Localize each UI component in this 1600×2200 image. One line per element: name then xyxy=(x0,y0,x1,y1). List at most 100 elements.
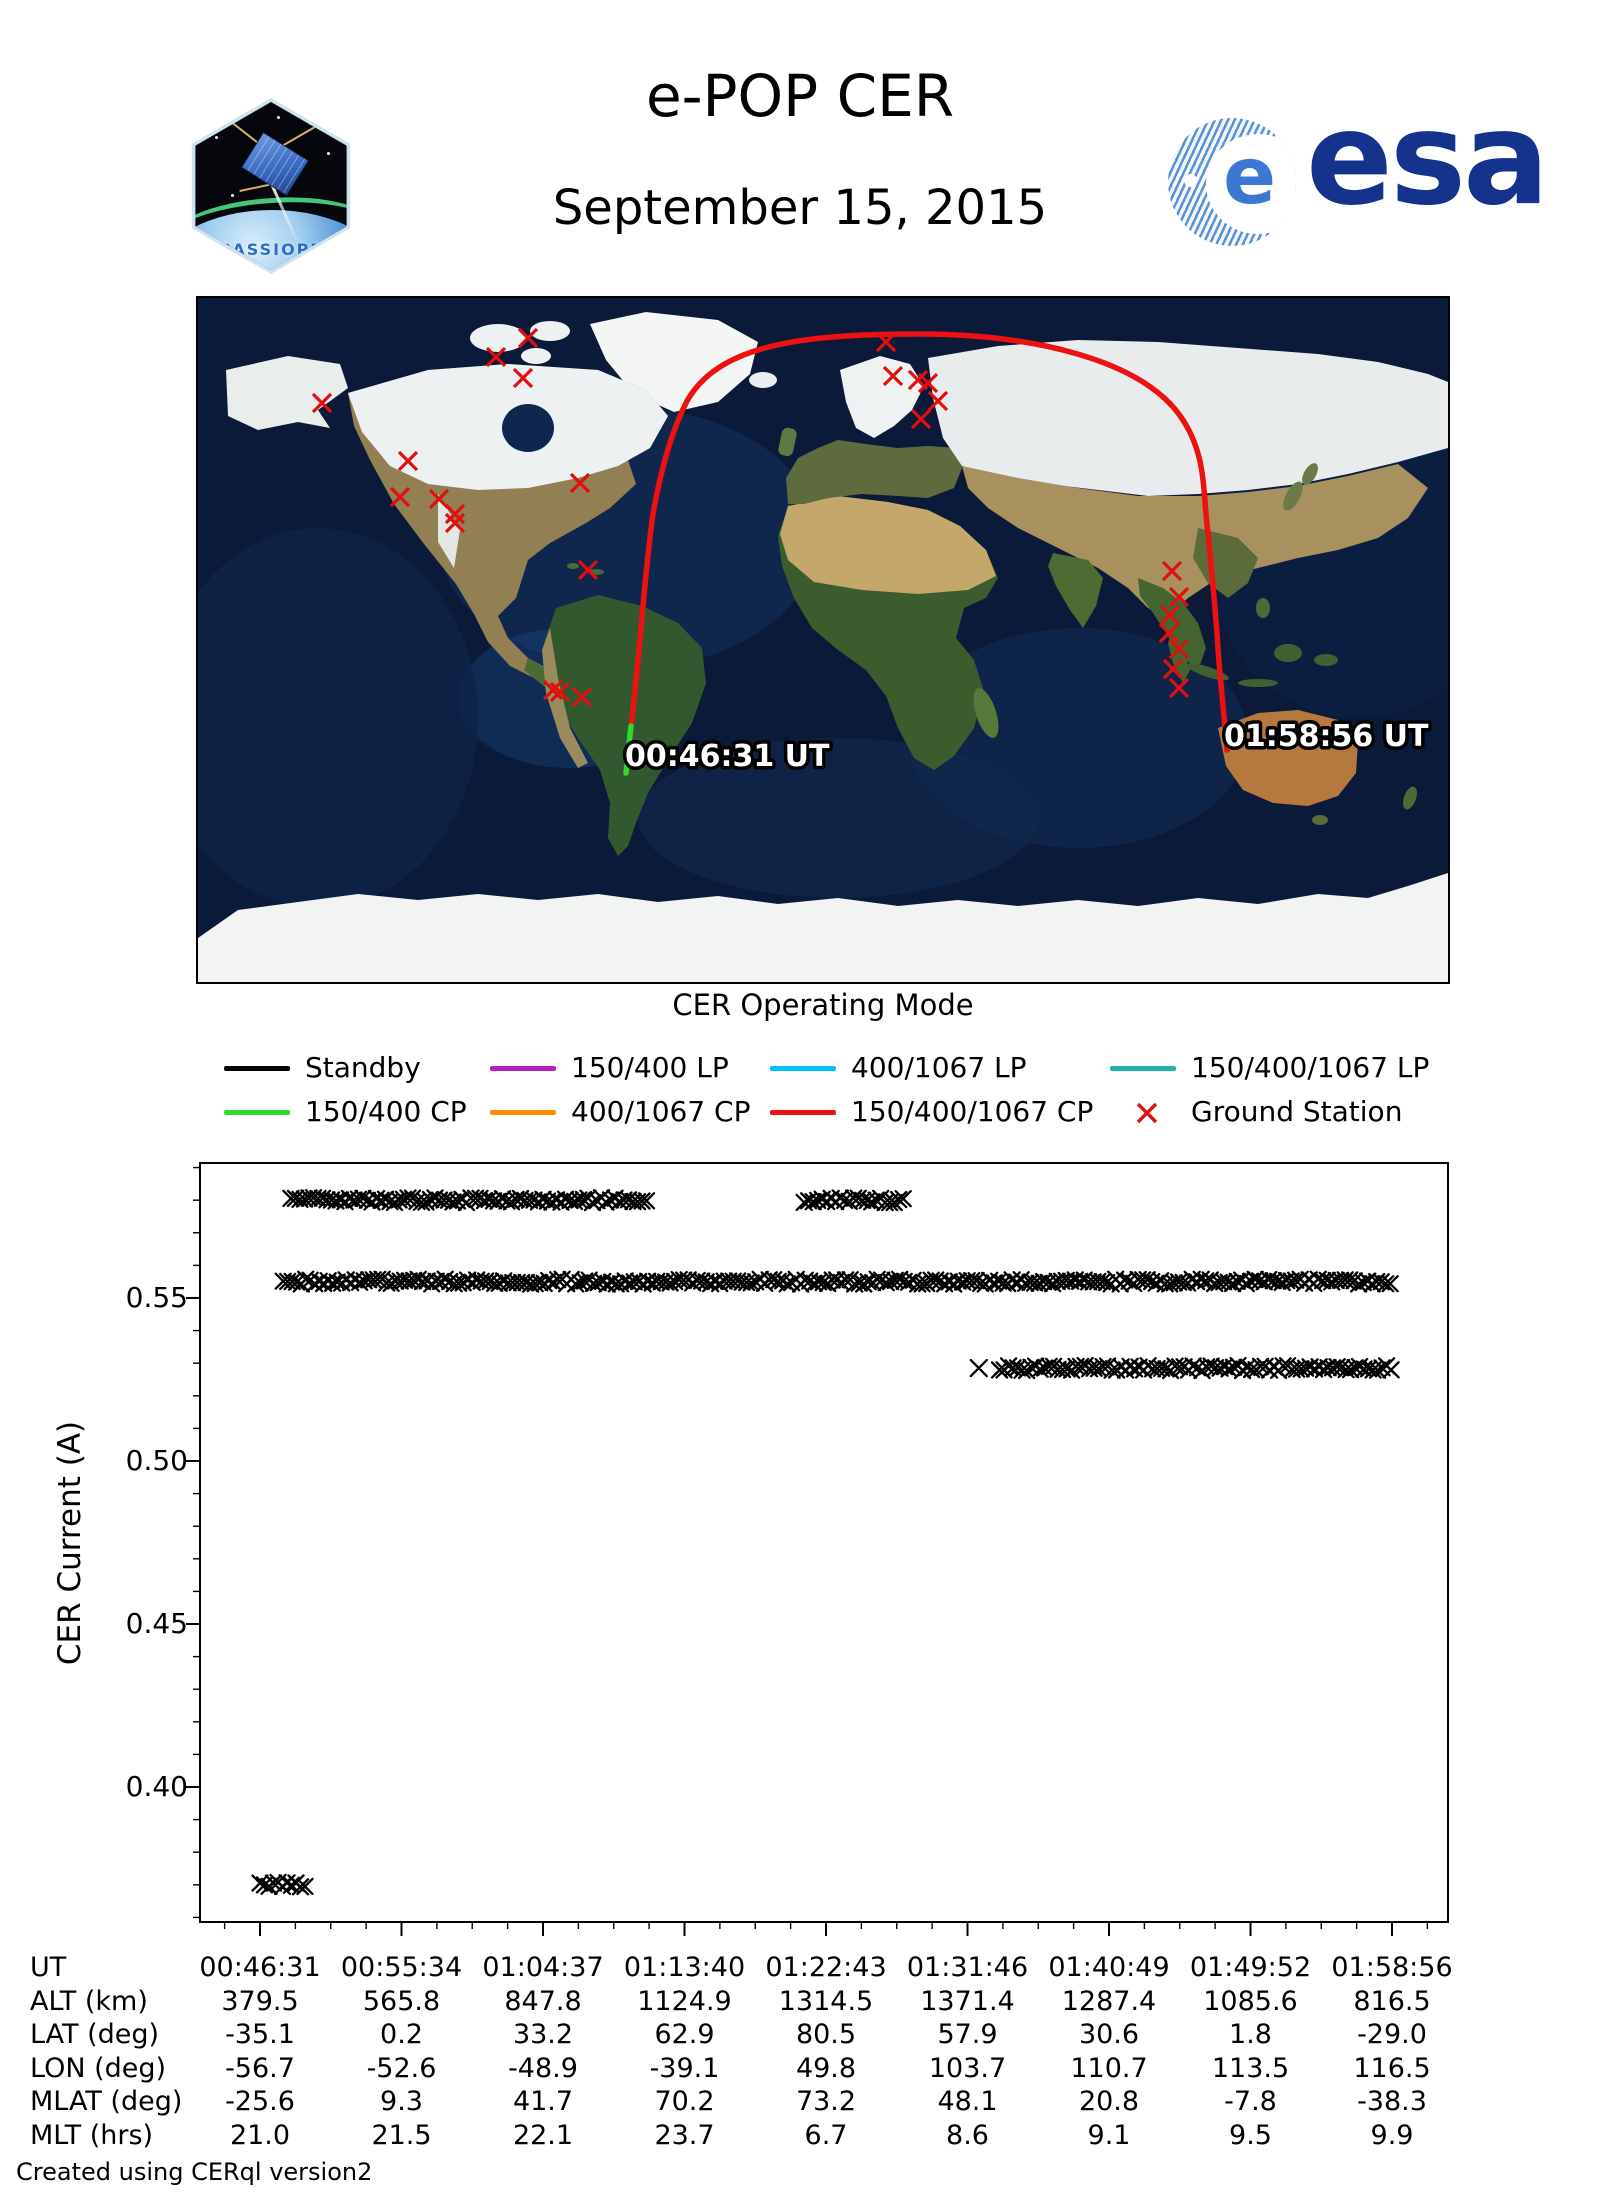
table-cell: 9.1 xyxy=(1087,2120,1131,2151)
table-cell: 1314.5 xyxy=(778,1985,874,2017)
ground-station-marker xyxy=(485,346,507,368)
legend-label: 150/400/1067 CP xyxy=(851,1095,1094,1128)
table-cell: 0.2 xyxy=(380,2019,423,2051)
table-cell: 21.0 xyxy=(229,2120,291,2151)
table-cell: 1085.6 xyxy=(1203,1985,1298,2017)
table-cell: 80.5 xyxy=(795,2019,857,2051)
ground-station-marker xyxy=(1162,658,1184,680)
ground-station-marker xyxy=(882,365,904,387)
y-tick-label: 0.40 xyxy=(125,1770,188,1804)
table-cell: 01:31:46 xyxy=(906,1952,1029,1983)
star-icon xyxy=(309,122,312,125)
esa-globe-crescent xyxy=(1206,134,1296,234)
table-cell: -56.7 xyxy=(225,2052,295,2084)
track-start-time-label: 00:46:31 UT xyxy=(625,739,830,774)
legend-ground-station-x-icon xyxy=(1136,1102,1158,1124)
table-cell: 847.8 xyxy=(504,1985,582,2017)
ground-station-marker xyxy=(1159,604,1181,626)
arctic-island xyxy=(530,321,570,341)
ground-station-marker xyxy=(917,372,939,394)
star-icon xyxy=(327,152,330,155)
satellite-graphic xyxy=(242,133,308,195)
ocean-shelf xyxy=(638,738,1038,898)
table-cell: 00:55:34 xyxy=(340,1952,463,1983)
ground-station-marker xyxy=(1168,638,1190,660)
legend-label: 150/400 CP xyxy=(305,1095,467,1128)
table-cell: 01:58:56 xyxy=(1331,1952,1453,1983)
java xyxy=(1238,679,1278,687)
table-cell: 57.9 xyxy=(937,2019,998,2051)
table-row-label: ALT (km) xyxy=(30,1985,148,2017)
table-cell: 1371.4 xyxy=(920,1985,1015,2017)
table-cell: -52.6 xyxy=(366,2052,437,2084)
table-row-label: MLT (hrs) xyxy=(30,2120,154,2151)
ground-station-marker xyxy=(1161,560,1183,582)
ground-station-marker xyxy=(1168,586,1190,608)
southeast-asia xyxy=(1138,578,1206,670)
ocean-deep xyxy=(158,528,478,908)
antarctica xyxy=(198,873,1448,982)
ground-station-marker xyxy=(512,367,534,389)
scandinavia xyxy=(840,356,924,438)
japan xyxy=(1302,463,1318,485)
ground-station-marker xyxy=(910,408,932,430)
table-cell: 23.7 xyxy=(654,2120,715,2151)
ground-station-marker xyxy=(875,331,897,353)
ground-station-marker xyxy=(542,679,564,701)
table-cell: 379.5 xyxy=(221,1985,299,2017)
page-date: September 15, 2015 xyxy=(552,180,1048,236)
iceland xyxy=(749,372,777,388)
ground-station-marker xyxy=(444,512,466,534)
table-cell: 1124.9 xyxy=(637,1985,732,2017)
table-cell: 113.5 xyxy=(1211,2052,1290,2084)
table-cell: 01:04:37 xyxy=(482,1952,604,1983)
ground-station-marker xyxy=(927,390,949,412)
table-row-label: MLAT (deg) xyxy=(30,2086,183,2118)
legend-swatch-150-400-1067-cp xyxy=(770,1110,836,1115)
ground-station-marker xyxy=(571,686,593,708)
table-cell: 1.8 xyxy=(1229,2019,1272,2051)
table-cell: -25.6 xyxy=(225,2086,295,2118)
legend-label: 400/1067 CP xyxy=(571,1095,751,1128)
sahara xyxy=(780,496,996,594)
table-cell: 6.7 xyxy=(804,2120,848,2151)
legend-label: 400/1067 LP xyxy=(851,1051,1027,1084)
table-cell: -29.0 xyxy=(1357,2019,1427,2051)
legend-title: CER Operating Mode xyxy=(672,988,974,1022)
table-cell: 62.9 xyxy=(654,2019,715,2051)
table-cell: -35.1 xyxy=(225,2019,295,2051)
table-row-label: LON (deg) xyxy=(30,2052,167,2084)
andes xyxy=(542,628,588,768)
arctic-island xyxy=(470,324,526,352)
arctic-island xyxy=(521,348,551,364)
table-cell: 30.6 xyxy=(1078,2019,1140,2051)
table-cell: 01:40:49 xyxy=(1048,1952,1170,1983)
cer-current-plot xyxy=(186,1162,1449,1936)
table-cell: -48.9 xyxy=(508,2052,578,2084)
axis-ticks xyxy=(186,1166,1429,1936)
ground-station-marker xyxy=(311,392,333,414)
legend-label: 150/400 LP xyxy=(571,1051,729,1084)
footer-credit: Created using CERql version2 xyxy=(16,2158,373,2186)
table-cell: 33.2 xyxy=(512,2019,574,2051)
caribbean-island xyxy=(567,563,579,569)
table-cell: 116.5 xyxy=(1353,2052,1431,2084)
table-cell: 103.7 xyxy=(928,2052,1007,2084)
europe xyxy=(786,440,962,504)
ground-station-marker xyxy=(569,472,591,494)
y-tick-label: 0.45 xyxy=(125,1607,188,1640)
ground-station-marker xyxy=(577,559,599,581)
ground-station-marker xyxy=(549,681,571,703)
legend-swatch-400-1067-lp xyxy=(770,1066,836,1071)
ground-station-marker xyxy=(428,488,450,510)
y-tick-label: 0.50 xyxy=(125,1443,188,1477)
table-cell: -7.8 xyxy=(1224,2086,1277,2118)
legend-label: Standby xyxy=(305,1051,421,1084)
legend-swatch-150-400-1067-lp xyxy=(1110,1066,1176,1071)
table-cell: 8.6 xyxy=(946,2120,989,2151)
tasmania xyxy=(1312,815,1328,825)
south-america xyxy=(544,595,706,856)
table-row-label: LAT (deg) xyxy=(30,2019,160,2051)
table-cell: 01:13:40 xyxy=(623,1952,746,1983)
